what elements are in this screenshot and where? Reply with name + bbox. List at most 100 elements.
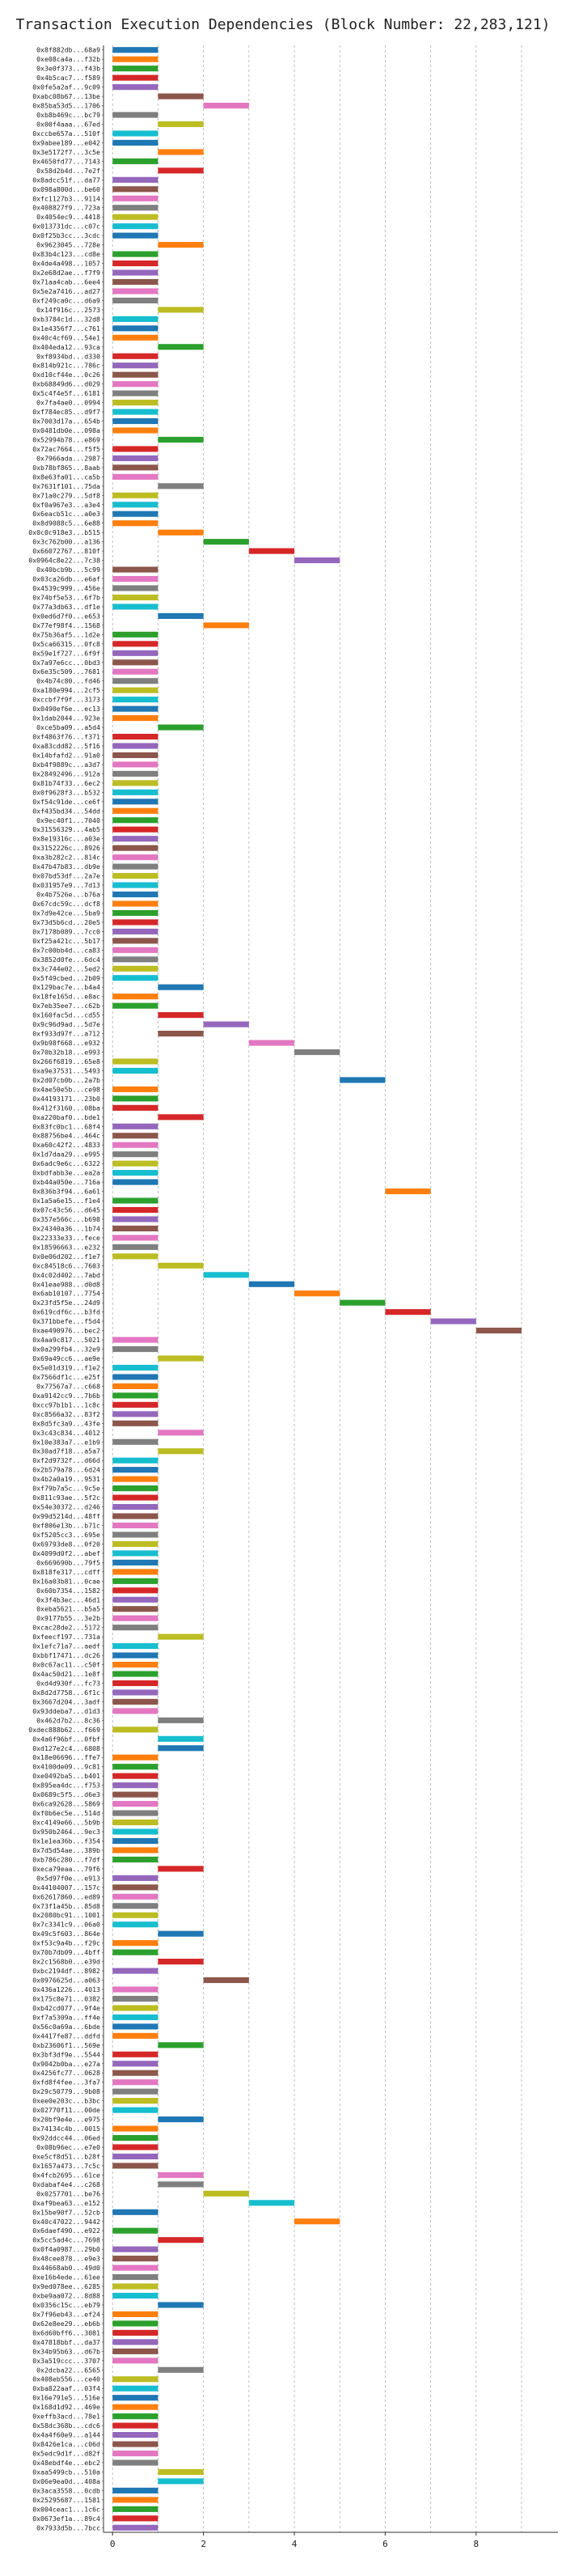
transaction-label: 0x1dab2044...923e (32, 714, 100, 722)
transaction-bar (112, 2395, 158, 2401)
transaction-label: 0x3c43c834...4012 (32, 1429, 100, 1437)
transaction-bar (112, 2311, 158, 2318)
transaction-label: 0x3bf3df9e...5544 (32, 2050, 100, 2058)
transaction-bar (112, 2079, 158, 2086)
transaction-label: 0xbbf17471...dc26 (32, 1651, 100, 1659)
transaction-bar (112, 1235, 158, 1241)
transaction-label: 0x436a1226...4013 (32, 1985, 100, 1993)
transaction-bar (112, 1067, 158, 1074)
transaction-label: 0xfc1127b3...9114 (32, 194, 100, 202)
transaction-bar (112, 1782, 158, 1789)
transaction-label: 0xbc2194df...8982 (32, 1967, 100, 1975)
transaction-label: 0x0f25b3cc...3cdc (32, 231, 100, 239)
transaction-label: 0xe0492ba5...b401 (32, 1772, 100, 1780)
transaction-bar (112, 2256, 158, 2262)
transaction-label: 0x6adc9e6c...6322 (32, 1159, 100, 1167)
transaction-bar (112, 260, 158, 267)
transaction-bar (112, 1225, 158, 1231)
transaction-bar (112, 520, 158, 527)
transaction-bar (158, 1717, 204, 1723)
transaction-bar (112, 1968, 158, 1974)
transaction-bar (112, 1819, 158, 1826)
transaction-bar (112, 2061, 158, 2067)
transaction-bar (158, 1866, 204, 1872)
transaction-label: 0xb78bf865...8aab (32, 464, 100, 472)
transaction-label: 0xf0b6ec5e...514d (32, 1809, 100, 1817)
transaction-bar (112, 1856, 158, 1862)
transaction-bar (158, 344, 204, 350)
transaction-bar (112, 678, 158, 684)
transaction-label: 0xe16b4ede...61ee (32, 2273, 100, 2282)
transaction-bar (112, 1921, 158, 1928)
transaction-bar (112, 770, 158, 777)
transaction-bar (112, 2450, 158, 2457)
transaction-bar (112, 994, 158, 1000)
transaction-bar (112, 325, 158, 332)
transaction-label: 0x4aa9c817...5021 (32, 1336, 100, 1344)
transaction-label: 0xaa5499cb...510a (32, 2468, 100, 2476)
transaction-label: 0x2b579a78...6d24 (32, 1466, 100, 1474)
transaction-bar (112, 1940, 158, 1947)
transaction-label: 0x69793de8...0f20 (32, 1540, 100, 1548)
transaction-label: 0x10e383a7...e1b9 (32, 1438, 100, 1446)
transaction-label: 0x7631f101...75da (32, 482, 100, 490)
transaction-label: 0x4054ec9...4418 (36, 213, 100, 221)
transaction-label: 0x0257701...be76 (36, 2189, 100, 2197)
transaction-label: 0x70b7db09...4bff (32, 1948, 100, 1956)
transaction-bar (112, 1206, 158, 1214)
transaction-bar (112, 2413, 158, 2420)
transaction-bar (112, 836, 158, 842)
transaction-bar (385, 1309, 431, 1316)
transaction-label: 0xccbe657a...510f (32, 129, 100, 138)
transaction-label: 0xf79b7a5c...9c5e (32, 1485, 100, 1493)
transaction-bar (112, 863, 158, 870)
transaction-label: 0x669690b...79f5 (36, 1558, 100, 1566)
transaction-bar (158, 1735, 204, 1742)
transaction-label: 0x8e19316c...a03e (32, 835, 100, 843)
transaction-bar (112, 1559, 158, 1566)
transaction-label: 0xf8934bd...d330 (36, 352, 100, 360)
transaction-bar (112, 1652, 158, 1659)
transaction-bar (158, 1430, 204, 1436)
transaction-bar (112, 1773, 158, 1779)
transaction-label: 0x0356c15c...eb79 (32, 2301, 100, 2309)
transaction-bar (248, 548, 295, 554)
transaction-label: 0xb4f9889c...a3d7 (32, 761, 100, 769)
transaction-label: 0xb8b469c...bc79 (36, 111, 100, 119)
transaction-bar (112, 427, 158, 434)
transaction-bar (112, 2376, 158, 2383)
transaction-bar (112, 2144, 158, 2150)
transaction-label: 0x7d9e42ce...5ba9 (32, 909, 100, 917)
transaction-label: 0x73f1a45b...85d8 (32, 1902, 100, 1910)
transaction-bar (112, 1689, 158, 1696)
transaction-bar (112, 1216, 158, 1222)
transaction-label: 0x2080bc91...1001 (32, 1911, 100, 1919)
transaction-bar (112, 1801, 158, 1807)
transaction-label: 0x4b7526e...b76a (36, 891, 100, 899)
transaction-bar (112, 789, 158, 795)
transaction-bar (112, 2515, 158, 2522)
transaction-label: 0x07c43c56...d645 (32, 1206, 100, 1214)
transaction-bar (112, 1392, 158, 1399)
transaction-bar (112, 2422, 158, 2429)
transaction-bar (112, 446, 158, 452)
transaction-bar (112, 1095, 158, 1102)
transaction-bar (112, 2014, 158, 2020)
transaction-bar (112, 1754, 158, 1760)
transaction-bar (112, 641, 158, 647)
transaction-bar (112, 1764, 158, 1770)
transaction-bar (112, 409, 158, 415)
transaction-label: 0x81b74f33...6ec2 (32, 779, 100, 787)
transaction-label: 0x5e01d319...f1e2 (32, 1363, 100, 1371)
transaction-label: 0x9abee189...e042 (32, 138, 100, 146)
transaction-label: 0x031957e9...7d13 (32, 881, 100, 889)
transaction-bar (112, 1847, 158, 1854)
transaction-bar (112, 2487, 158, 2493)
transaction-label: 0x9ec40f1...7040 (36, 816, 100, 824)
transaction-bar (112, 1578, 158, 1584)
transaction-bar (112, 882, 158, 888)
transaction-bar (112, 1671, 158, 1677)
transaction-label: 0x66072767...810f (32, 547, 100, 555)
transaction-bar (112, 2524, 158, 2531)
